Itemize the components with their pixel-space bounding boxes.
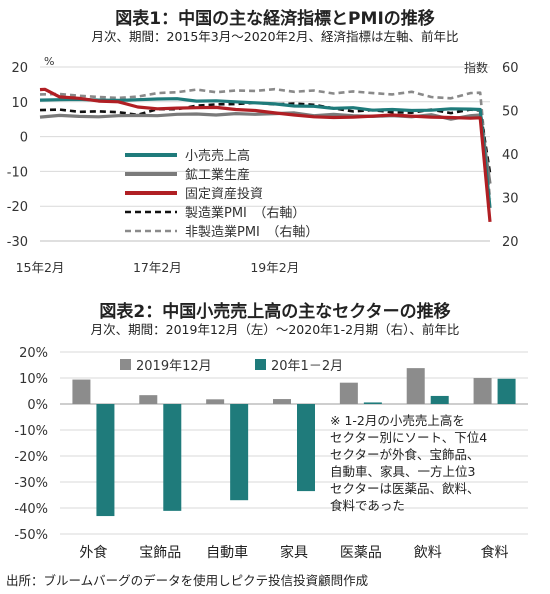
y-tick-label: -30% — [14, 476, 48, 491]
legend-swatch — [120, 359, 131, 370]
x-category-label: 食料 — [481, 544, 509, 561]
y2-tick-label: 20 — [502, 235, 519, 250]
bar — [339, 382, 358, 404]
bar — [473, 378, 492, 404]
chart2-subtitle: 月次、期間：2019年12月（左）～2020年1-2月期（右）、前年比 — [90, 322, 460, 337]
bar — [72, 379, 91, 404]
x-tick-label: 15年2月 — [16, 260, 65, 275]
y-tick-label: 20% — [19, 346, 48, 361]
y-tick-label: -20% — [14, 450, 48, 465]
chart2-annotation: ※ 1-2月の小売売上高を セクター別にソート、下位4 セクターが外食、宝飾品、… — [330, 412, 530, 514]
bar — [430, 395, 449, 404]
annotation-line: ※ 1-2月の小売売上高を — [330, 413, 465, 428]
legend-label: 製造業PMI （右軸） — [185, 205, 305, 221]
x-tick-label: 17年2月 — [133, 260, 182, 275]
y-tick-label: -20 — [7, 200, 28, 215]
y2-tick-label: 40 — [502, 148, 519, 163]
chart1-plot: 20 10 0 -10 -20 -30 60 50 40 30 20% 指数 15年2月 17年2月 19年… — [7, 55, 519, 275]
bar — [406, 368, 425, 404]
y-tick-label: -40% — [14, 502, 48, 517]
chart1-title: 図表1：中国の主な経済指標とPMIの推移 — [115, 9, 435, 29]
y-tick-label: 0% — [27, 398, 48, 413]
y-tick-label: 10 — [11, 96, 28, 111]
annotation-line: 食料であった — [330, 498, 405, 513]
annotation-line: セクター別にソート、下位4 — [330, 430, 488, 445]
bar — [96, 404, 115, 517]
x-category-label: 宝飾品 — [139, 545, 181, 561]
y-tick-label: 0 — [20, 131, 28, 146]
bar — [163, 404, 182, 511]
bar — [363, 402, 382, 404]
right-axis-unit: 指数 — [464, 60, 488, 75]
annotation-line: セクターは医薬品、飲料、 — [330, 481, 480, 496]
x-category-label: 医薬品 — [340, 545, 382, 561]
bar — [206, 399, 225, 404]
annotation-line: 自動車、家具、一方上位3 — [330, 464, 476, 479]
x-category-label: 飲料 — [414, 545, 442, 561]
legend-label: 小売売上高 — [185, 148, 250, 164]
source-note: 出所：ブルームバーグのデータを使用しピクテ投信投資顧問作成 — [6, 573, 369, 588]
legend-swatch — [255, 359, 266, 370]
y-tick-label: 10% — [19, 372, 48, 387]
chart2-title: 図表2：中国小売売上高の主なセクターの推移 — [99, 302, 451, 322]
x-category-label: 自動車 — [206, 544, 248, 561]
y-tick-label: -30 — [7, 235, 28, 250]
bar — [273, 399, 291, 404]
y2-tick-label: 60 — [502, 61, 519, 76]
y-tick-label: 20 — [11, 61, 28, 76]
y-tick-label: -10% — [14, 424, 48, 439]
y2-tick-label: 30 — [502, 192, 519, 207]
x-category-label: 外食 — [79, 544, 107, 561]
series-line — [39, 87, 492, 223]
y2-tick-label: 50 — [502, 105, 519, 120]
x-tick-label: 19年2月 — [250, 260, 299, 275]
legend-label: 固定資産投資 — [185, 186, 263, 202]
bar — [139, 395, 158, 404]
y-tick-label: -50% — [14, 528, 48, 543]
legend-label: 20年1－2月 — [271, 359, 343, 374]
x-category-label: 家具 — [280, 544, 308, 561]
bar — [497, 378, 516, 404]
bar — [230, 404, 249, 501]
legend-label: 鉱工業生産 — [185, 167, 250, 183]
legend-label: 2019年12月 — [136, 359, 212, 374]
y-tick-label: -10 — [7, 165, 28, 180]
chart1-subtitle: 月次、期間：2015年3月～2020年2月、経済指標は左軸、前年比 — [91, 29, 459, 44]
annotation-line: セクターが外食、宝飾品、 — [330, 447, 480, 462]
left-axis-unit: % — [44, 55, 54, 68]
bar — [297, 404, 315, 492]
legend-label: 非製造業PMI （右軸） — [185, 224, 318, 240]
series-line — [39, 87, 492, 200]
